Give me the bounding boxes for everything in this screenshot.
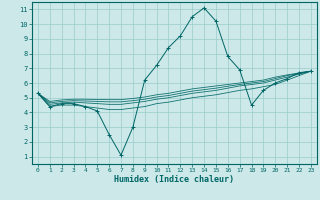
X-axis label: Humidex (Indice chaleur): Humidex (Indice chaleur)	[115, 175, 234, 184]
